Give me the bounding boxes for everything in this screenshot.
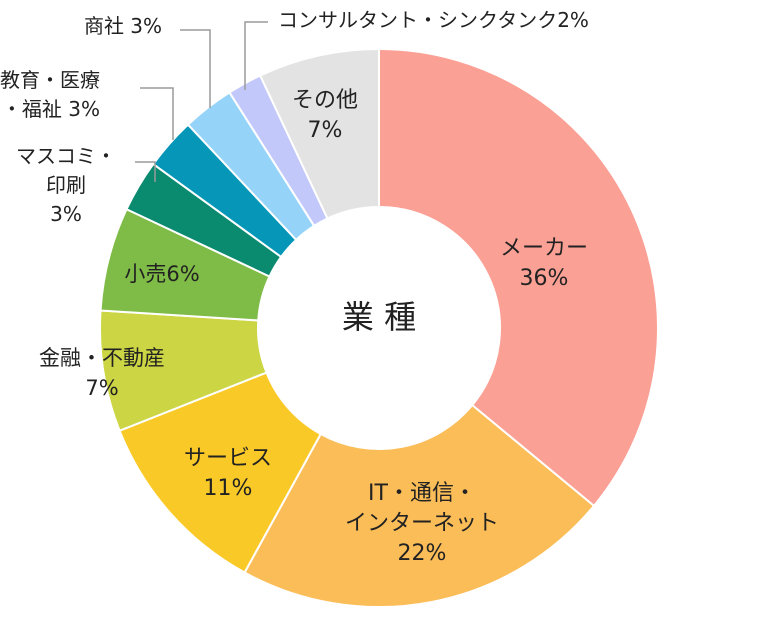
- slice-label-1: IT・通信・インターネット 22%: [345, 481, 499, 566]
- leader-line-7: [180, 29, 211, 108]
- slice-label-3: 金融・不動産 7%: [39, 346, 165, 400]
- leader-lines-group: [135, 21, 268, 182]
- leader-line-6: [140, 87, 174, 140]
- slice-label-2: サービス 11%: [184, 446, 272, 501]
- slice-label-0: メーカー 36%: [500, 236, 588, 291]
- leader-line-5: [135, 161, 156, 182]
- slice-label-6: 教育・医療・福祉 3%: [0, 68, 100, 121]
- slice-label-5: マスコミ・印刷 3%: [16, 144, 116, 226]
- slice-label-8: コンサルタント・シンクタンク2%: [278, 8, 589, 32]
- slices-group: [99, 47, 659, 608]
- slice-label-4: 小売6%: [124, 262, 199, 286]
- slice-label-7: 商社 3%: [84, 14, 162, 38]
- slice-1: [243, 403, 596, 608]
- leader-line-8: [244, 21, 268, 90]
- slice-0: [378, 47, 659, 508]
- chart-title: 業 種: [342, 298, 416, 336]
- donut-hole: [259, 208, 499, 448]
- slice-9: [258, 47, 380, 220]
- slice-label-9: その他 7%: [292, 88, 358, 143]
- labels-group: メーカー 36% IT・通信・インターネット 22% サービス 11% 金融・不動産 7% 小売…: [0, 8, 589, 566]
